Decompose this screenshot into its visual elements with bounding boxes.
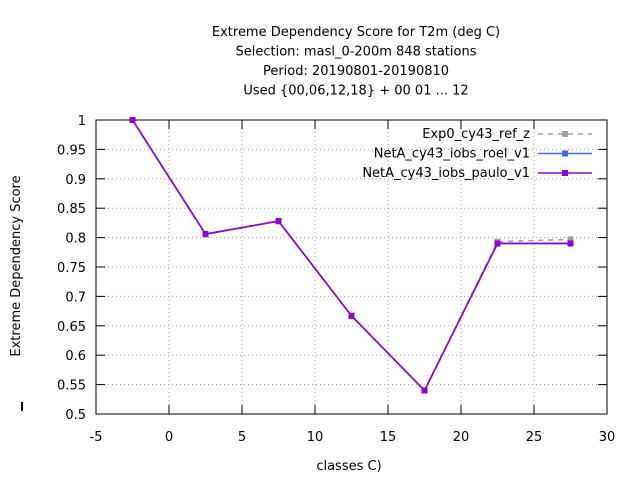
chart-title-line-2: Selection: masl_0-200m 848 stations [236,45,477,60]
y-tick-label: 0.8 [65,232,86,247]
y-tick-label: 0.7 [65,290,86,305]
x-tick-label: 20 [453,430,470,445]
series-3-point [567,240,574,247]
series-1-point [567,236,574,243]
series-3-point [494,240,501,247]
series [129,117,574,394]
chart-title: Extreme Dependency Score for T2m (deg C)… [212,25,500,99]
x-tick-label: 5 [238,430,246,445]
legend-label-3: NetA_cy43_iobs_paulo_v1 [362,166,530,181]
y-tick-label: 1 [78,114,86,129]
x-tick-label: 15 [380,430,397,445]
y-tick-label: 0.55 [57,379,86,394]
legend-marker-3 [562,170,568,176]
legend-label-1: Exp0_cy43_ref_z [422,127,530,142]
y-tick-label: 0.85 [57,202,86,217]
x-tick-label: 25 [526,430,543,445]
y-tick-label: 0.65 [57,320,86,335]
y-tick-label: 0.75 [57,261,86,276]
series-3-point [421,387,428,394]
legend-marker-1 [562,131,568,137]
x-tick-label: -5 [90,430,103,445]
x-axis-label: classes C) [316,459,381,474]
chart-title-line-4: Used {00,06,12,18} + 00 01 ... 12 [243,84,468,99]
chart-title-line-3: Period: 20190801-20190810 [263,64,449,79]
y-axis-label: Extreme Dependency Score [9,175,24,356]
axes: 0.5 0.55 0.6 0.65 0.7 0.75 0.8 0.85 0.9 0.95 1 -5 0 5… [57,114,615,445]
chart-title-line-1: Extreme Dependency Score for T2m (deg C) [212,25,500,40]
x-tick-label: 30 [599,430,616,445]
legend-marker-2 [562,150,568,157]
y-tick-label: 0.5 [65,408,86,423]
x-tick-label: 10 [307,430,324,445]
y-tick-label: 0.6 [65,349,86,364]
legend: Exp0_cy43_ref_z NetA_cy43_iobs_roel_v1 Net… [362,127,592,181]
grid [96,120,607,414]
legend-label-2: NetA_cy43_iobs_roel_v1 [374,147,530,162]
y-tick-label: 0.9 [65,173,86,188]
x-tick-label: 0 [165,430,173,445]
series-3-point [275,218,282,225]
series-3-point [348,312,355,319]
series-3-point [129,117,136,123]
y-tick-label: 0.95 [57,143,86,158]
series-3-point [202,231,209,238]
